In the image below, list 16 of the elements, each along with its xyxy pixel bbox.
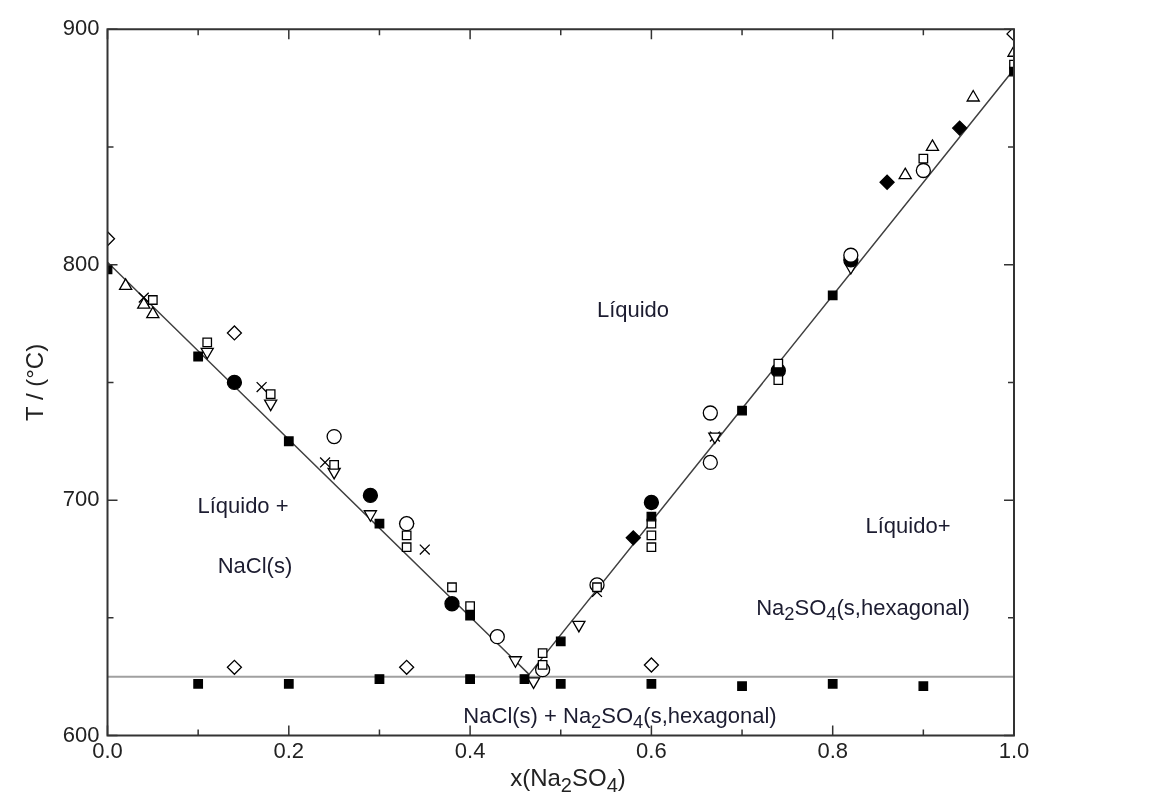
x-axis-title: x(Na$_{2}$SO$_{4}$) — [510, 764, 626, 797]
annotation: NaCl(s) + Na$_{2}$SO$_{4}$(s,hexagonal) — [463, 702, 777, 734]
annotation: Líquido — [596, 297, 670, 323]
x-tick-label: 1.0 — [998, 737, 1030, 763]
y-axis-title: T / (°C) — [21, 343, 49, 421]
x-tick-label: 0.4 — [454, 737, 486, 763]
x-tick-label: 0.8 — [817, 737, 848, 763]
annotation: Na$_{2}$SO$_{4}$(s,hexagonal) — [756, 594, 970, 626]
y-tick-label: 800 — [62, 250, 100, 276]
annotation: Líquido+ — [865, 513, 951, 539]
x-tick-label: 0.2 — [273, 737, 305, 763]
y-tick-label: 900 — [62, 15, 100, 41]
x-tick-label: 0.6 — [636, 737, 667, 763]
annotation: NaCl(s) — [217, 553, 293, 579]
annotation: Líquido + — [197, 493, 289, 519]
y-tick-label: 700 — [62, 486, 100, 512]
